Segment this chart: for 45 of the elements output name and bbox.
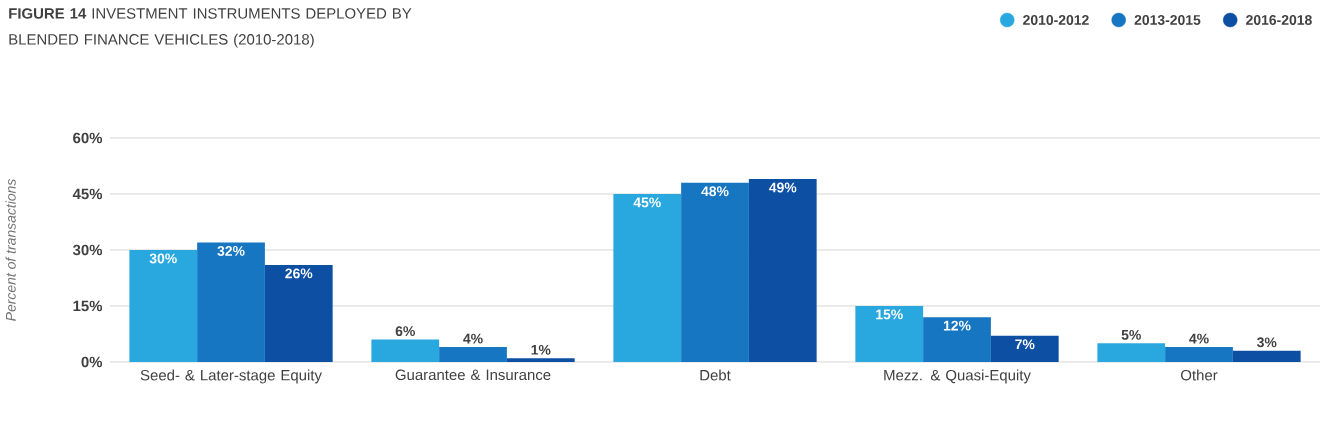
y-tick-label: 45% [72, 188, 103, 200]
legend-label: 2010-2012 [1023, 15, 1089, 25]
data-label: 4% [1189, 333, 1209, 344]
bar [264, 264, 333, 362]
data-label: 1% [531, 344, 551, 355]
bar [197, 242, 265, 362]
y-tick-label: 0% [81, 356, 103, 368]
bar [439, 347, 507, 362]
y-tick-label: 30% [72, 244, 103, 256]
data-label: 26% [285, 268, 313, 279]
bar [990, 335, 1059, 362]
data-label: 45% [633, 197, 661, 208]
data-label: 7% [1015, 339, 1035, 350]
legend-label: 2013-2015 [1134, 15, 1201, 25]
data-label: 12% [943, 320, 971, 331]
bar [748, 179, 817, 362]
bar [923, 317, 991, 362]
bar [855, 305, 924, 362]
data-label: 15% [876, 309, 903, 320]
data-label: 49% [769, 182, 797, 193]
y-tick-label: 60% [73, 132, 103, 144]
y-tick-label: 15% [73, 300, 103, 312]
bar [613, 193, 682, 362]
y-axis-title: Percent of transactions [5, 178, 16, 321]
data-label: 3% [1257, 337, 1277, 348]
data-label: 5% [1121, 329, 1141, 340]
bar [681, 182, 749, 362]
bar [1097, 343, 1166, 362]
x-tick-label: Guarantee & Insurance [395, 369, 551, 381]
data-label: 30% [149, 253, 177, 264]
chart-title: FIGURE 14 INVESTMENT INSTRUMENTS DEPLOYED BY BLENDED FINANCE VEHICLES (2010-2018) [9, 8, 412, 48]
data-label: 32% [217, 246, 245, 256]
x-tick-label: Mezz. & Quasi-Equity [884, 369, 1031, 384]
data-label: 48% [701, 186, 729, 197]
x-tick-label: Debt [700, 369, 731, 381]
data-label: 4% [463, 333, 483, 344]
x-tick-label: Seed- & Later-stage Equity [140, 369, 322, 384]
bar [371, 339, 440, 362]
x-tick-label: Other [1181, 369, 1218, 381]
legend-label: 2016-2018 [1246, 15, 1312, 25]
data-label: 6% [395, 326, 415, 337]
bar [129, 249, 198, 362]
bar [1232, 350, 1301, 362]
bar [506, 358, 575, 362]
bar [1165, 347, 1233, 362]
